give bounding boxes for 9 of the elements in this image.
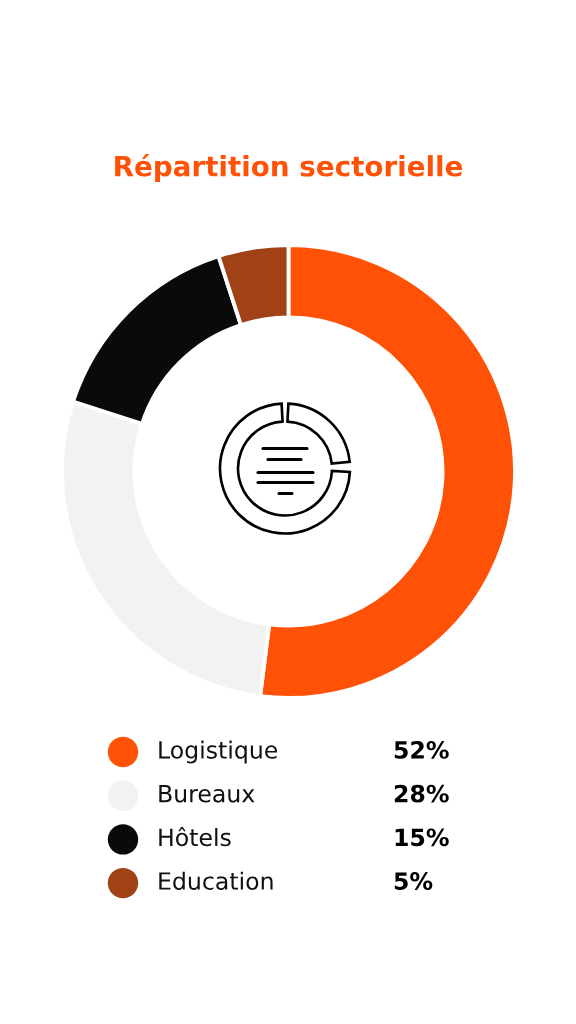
data-label: 5% bbox=[394, 872, 433, 890]
legend-label: Education bbox=[159, 871, 273, 890]
chart-title: Répartition sectorielle bbox=[115, 154, 463, 182]
data-label: 52% bbox=[394, 740, 449, 759]
data-label: 15% bbox=[395, 828, 449, 847]
legend-label: Hôtels bbox=[159, 827, 231, 847]
data-label: 28% bbox=[394, 784, 449, 803]
legend-label: Bureaux bbox=[159, 785, 255, 803]
legend-label: Logistique bbox=[159, 740, 278, 764]
